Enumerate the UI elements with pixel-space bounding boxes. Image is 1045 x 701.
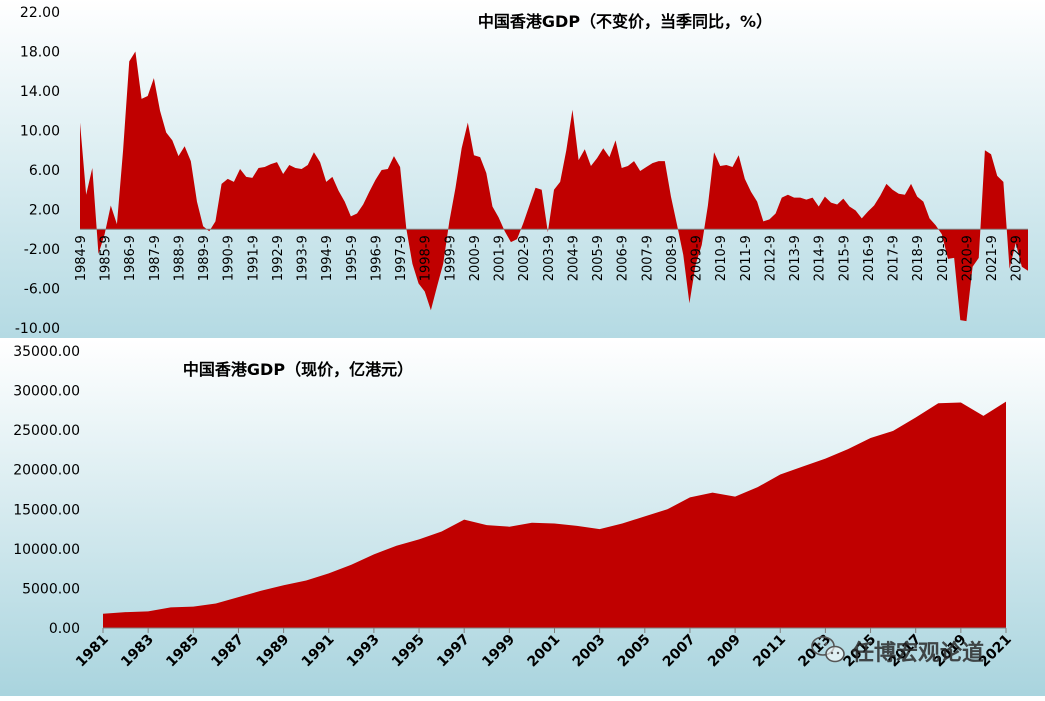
chart-top-x-tick-label: 2003-9 — [542, 235, 557, 281]
chart-top-x-tick-label: 2006-9 — [616, 235, 631, 281]
chart-top-x-tick-label: 1997-9 — [394, 235, 409, 281]
chart-top-x-tick-label: 2002-9 — [517, 235, 532, 281]
chart-top-x-tick-label: 2014-9 — [813, 235, 828, 281]
chart-top-x-tick-label: 1994-9 — [320, 235, 335, 281]
chart-top-x-tick-label: 2021-9 — [985, 235, 1000, 281]
chart-top-y-tick-label: 6.00 — [29, 163, 60, 179]
chart-top-x-tick-label: 1984-9 — [74, 235, 89, 281]
chart-top-x-tick-label: 2005-9 — [591, 235, 606, 281]
chart-top-x-tick-label: 1995-9 — [345, 235, 360, 281]
chart-top-x-tick-label: 2017-9 — [887, 235, 902, 281]
chart-top-y-tick-label: -6.00 — [24, 282, 60, 298]
chart-top-x-tick-label: 2012-9 — [763, 235, 778, 281]
chart-top-x-tick-label: 1993-9 — [296, 235, 311, 281]
chart-top-x-tick-label: 2019-9 — [936, 235, 951, 281]
chart-top-x-tick-label: 1996-9 — [369, 235, 384, 281]
chart-bottom-y-tick-label: 10000.00 — [13, 542, 80, 558]
chart-top-area — [80, 51, 1028, 322]
chart-top-x-tick-label: 1985-9 — [99, 235, 114, 281]
chart-top-y-tick-label: -10.00 — [15, 321, 60, 337]
chart-bottom-y-tick-label: 30000.00 — [13, 384, 80, 400]
chart-top-x-tick-label: 2011-9 — [739, 235, 754, 281]
chart-top-x-tick-label: 1988-9 — [172, 235, 187, 281]
chart-top-x-tick-label: 1989-9 — [197, 235, 212, 281]
chart-top-x-tick-label: 2000-9 — [468, 235, 483, 281]
chart-top-x-tick-label: 1998-9 — [419, 235, 434, 281]
wechat-icon — [811, 636, 845, 663]
chart-top-x-tick-label: 1991-9 — [246, 235, 261, 281]
chart-top-x-tick-label: 2004-9 — [566, 235, 581, 281]
chart-top-y-axis: 22.00 18.00 14.00 10.00 6.00 2.00 -2.00 -6.00 -1… — [15, 5, 60, 337]
chart-top-x-tick-label: 2015-9 — [837, 235, 852, 281]
chart-top-y-tick-label: 10.00 — [20, 124, 60, 140]
chart-bottom-y-tick-label: 0.00 — [49, 621, 80, 637]
chart-bottom-y-tick-label: 25000.00 — [13, 423, 80, 439]
chart-top-x-tick-label: 1987-9 — [148, 235, 163, 281]
watermark-text: 任博宏观论道 — [851, 640, 984, 666]
chart-top-y-tick-label: -2.00 — [24, 242, 60, 258]
chart-top-x-tick-label: 2001-9 — [493, 235, 508, 281]
chart-top-x-tick-label: 2013-9 — [788, 235, 803, 281]
chart-bottom-y-tick-label: 15000.00 — [13, 502, 80, 518]
chart-top-y-tick-label: 2.00 — [29, 203, 60, 219]
chart-top-x-tick-label: 2018-9 — [911, 235, 926, 281]
chart-bottom-y-tick-label: 5000.00 — [22, 581, 80, 597]
chart-top-x-tick-label: 1992-9 — [271, 235, 286, 281]
chart-top-x-tick-label: 2020-9 — [960, 235, 975, 281]
chart-top-title: 中国香港GDP（不变价，当季同比，%） — [478, 12, 772, 31]
chart-top-x-tick-label: 2022-9 — [1010, 235, 1025, 281]
chart-top-y-tick-label: 14.00 — [20, 84, 60, 100]
chart-bottom-y-tick-label: 35000.00 — [13, 344, 80, 360]
chart-top-x-tick-label: 1990-9 — [222, 235, 237, 281]
chart-top-x-tick-label: 2009-9 — [690, 235, 705, 281]
watermark: 任博宏观论道 — [811, 636, 984, 666]
chart-top-x-axis: 1984-9 1985-9 1986-9 1987-9 1988-9 1989-9 1990… — [74, 235, 1025, 281]
chart-bottom: 35000.00 30000.00 25000.00 20000.00 15000.00… — [0, 340, 1045, 696]
chart-bottom-title: 中国香港GDP（现价，亿港元） — [183, 360, 413, 379]
chart-bottom-y-tick-label: 20000.00 — [13, 463, 80, 479]
chart-top-x-tick-label: 2010-9 — [714, 235, 729, 281]
chart-bottom-y-axis: 35000.00 30000.00 25000.00 20000.00 15000.00… — [13, 344, 80, 637]
chart-top-x-tick-label: 2016-9 — [862, 235, 877, 281]
chart-bottom-area — [103, 401, 1006, 628]
chart-top-x-tick-label: 1986-9 — [123, 235, 138, 281]
chart-top-x-tick-label: 1999-9 — [443, 235, 458, 281]
chart-top-y-tick-label: 18.00 — [20, 45, 60, 61]
chart-top: 22.00 18.00 14.00 10.00 6.00 2.00 -2.00 -6.00 -1… — [0, 0, 1045, 338]
chart-top-x-tick-label: 2007-9 — [640, 235, 655, 281]
chart-top-y-tick-label: 22.00 — [20, 5, 60, 21]
chart-top-x-tick-label: 2008-9 — [665, 235, 680, 281]
